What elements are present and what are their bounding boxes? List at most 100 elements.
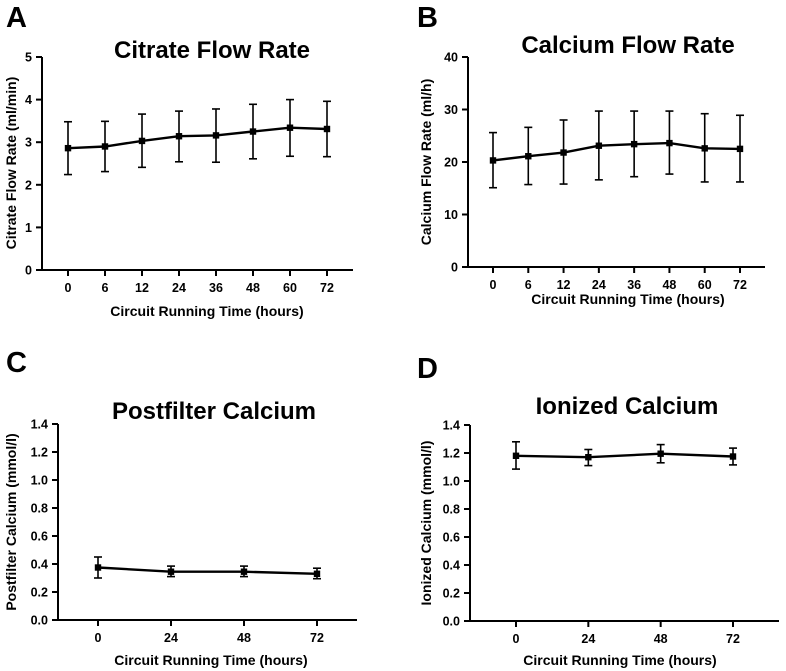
data-point	[64, 144, 72, 152]
x-axis-title: Circuit Running Time (hours)	[110, 303, 303, 319]
y-tick-label: 0	[451, 261, 458, 275]
x-tick-label: 24	[581, 632, 595, 646]
series-line	[97, 566, 318, 575]
y-tick-label: 0.6	[443, 531, 460, 545]
data-point	[525, 153, 532, 160]
panel-c: C Postfilter Calcium 0.0 0.2 0.4 0.6 0.8 1.0 1.2…	[3, 347, 357, 668]
data-point	[736, 145, 744, 153]
x-tick-label: 72	[320, 281, 334, 295]
x-tick-label: 36	[209, 281, 223, 295]
data-point	[630, 140, 638, 148]
panel-letter: B	[417, 2, 438, 34]
data-point	[313, 570, 321, 577]
data-point	[94, 564, 102, 571]
data-point	[167, 568, 175, 575]
y-tick-label: 10	[444, 208, 458, 222]
y-tick-label: 0	[25, 264, 32, 278]
x-tick-label: 24	[164, 631, 178, 645]
x-tick-label: 0	[490, 278, 497, 292]
chart-title: Postfilter Calcium	[112, 398, 316, 425]
y-tick-label: 0.6	[31, 530, 48, 544]
panel-b: B Calcium Flow Rate 0 10 20 30 40 0 6 12 24 36 48 60 7…	[417, 2, 765, 307]
x-tick-label: 48	[246, 281, 260, 295]
x-tick-label: 6	[102, 281, 109, 295]
panel-letter: C	[6, 347, 27, 379]
x-tick-label: 72	[310, 631, 324, 645]
y-tick-label: 20	[444, 156, 458, 170]
data-point	[323, 125, 331, 133]
x-tick-label: 6	[525, 278, 532, 292]
y-tick-label: 1	[25, 221, 32, 235]
panel-d: D Ionized Calcium 0.0 0.2 0.4 0.6 0.8 1.0 1.2 1.4…	[417, 353, 779, 668]
y-tick-label: 5	[25, 51, 32, 65]
chart-title: Calcium Flow Rate	[521, 32, 734, 59]
y-axis-title: Postfilter Calcium (mmol/l)	[3, 433, 19, 610]
x-axis-title: Circuit Running Time (hours)	[114, 652, 307, 668]
x-tick-label: 48	[654, 632, 668, 646]
y-tick-label: 0.0	[443, 615, 460, 629]
x-axis-title: Circuit Running Time (hours)	[523, 652, 716, 668]
data-point	[138, 137, 146, 145]
data-point	[489, 157, 497, 164]
data-point	[175, 133, 183, 140]
y-axis-title: Ionized Calcium (mmol/l)	[418, 441, 434, 606]
x-tick-label: 24	[592, 278, 606, 292]
y-tick-label: 1.0	[31, 474, 48, 488]
x-axis-title: Circuit Running Time (hours)	[531, 291, 724, 307]
x-tick-label: 12	[557, 278, 571, 292]
y-tick-label: 40	[444, 51, 458, 65]
data-point	[512, 452, 520, 459]
y-tick-label: 2	[25, 178, 32, 192]
y-tick-label: 3	[25, 136, 32, 150]
x-tick-label: 60	[698, 278, 712, 292]
data-point	[657, 450, 664, 457]
data-point	[286, 124, 294, 131]
x-tick-label: 72	[733, 278, 747, 292]
x-tick-label: 60	[283, 281, 297, 295]
y-tick-label: 1.4	[31, 418, 48, 432]
panel-letter: D	[417, 353, 438, 385]
data-point	[249, 128, 257, 135]
y-tick-label: 4	[25, 93, 32, 107]
data-point	[701, 145, 708, 152]
y-tick-label: 0.2	[443, 587, 460, 601]
y-tick-label: 0.4	[31, 558, 48, 572]
x-tick-label: 0	[65, 281, 72, 295]
y-tick-label: 1.2	[443, 447, 460, 461]
chart-title: Citrate Flow Rate	[114, 37, 310, 64]
data-point	[212, 132, 220, 139]
x-tick-label: 72	[726, 632, 740, 646]
data-point	[585, 454, 592, 461]
y-tick-label: 1.0	[443, 475, 460, 489]
data-point	[560, 149, 567, 156]
y-tick-label: 0.2	[31, 586, 48, 600]
series-line	[515, 452, 734, 459]
panel-letter: A	[6, 2, 27, 34]
series-line	[492, 141, 741, 162]
chart-title: Ionized Calcium	[536, 393, 719, 420]
data-point	[101, 143, 109, 150]
x-tick-label: 12	[135, 281, 149, 295]
x-tick-label: 24	[172, 281, 186, 295]
y-tick-label: 1.2	[31, 446, 48, 460]
y-tick-label: 1.4	[443, 419, 460, 433]
data-point	[666, 139, 673, 147]
data-point	[240, 568, 248, 575]
y-tick-label: 0.8	[443, 503, 460, 517]
x-tick-label: 0	[513, 632, 520, 646]
x-tick-label: 36	[627, 278, 641, 292]
y-tick-label: 0.0	[31, 614, 48, 628]
y-tick-label: 0.8	[31, 502, 48, 516]
y-axis-title: Calcium Flow Rate (ml/h)	[418, 79, 434, 245]
y-tick-label: 0.4	[443, 559, 460, 573]
y-tick-label: 30	[444, 103, 458, 117]
x-tick-label: 48	[237, 631, 251, 645]
x-tick-label: 0	[95, 631, 102, 645]
series-line	[67, 126, 328, 150]
data-point	[729, 453, 737, 460]
y-axis-title: Citrate Flow Rate (ml/min)	[3, 77, 19, 250]
x-tick-label: 48	[662, 278, 676, 292]
data-point	[595, 142, 603, 149]
